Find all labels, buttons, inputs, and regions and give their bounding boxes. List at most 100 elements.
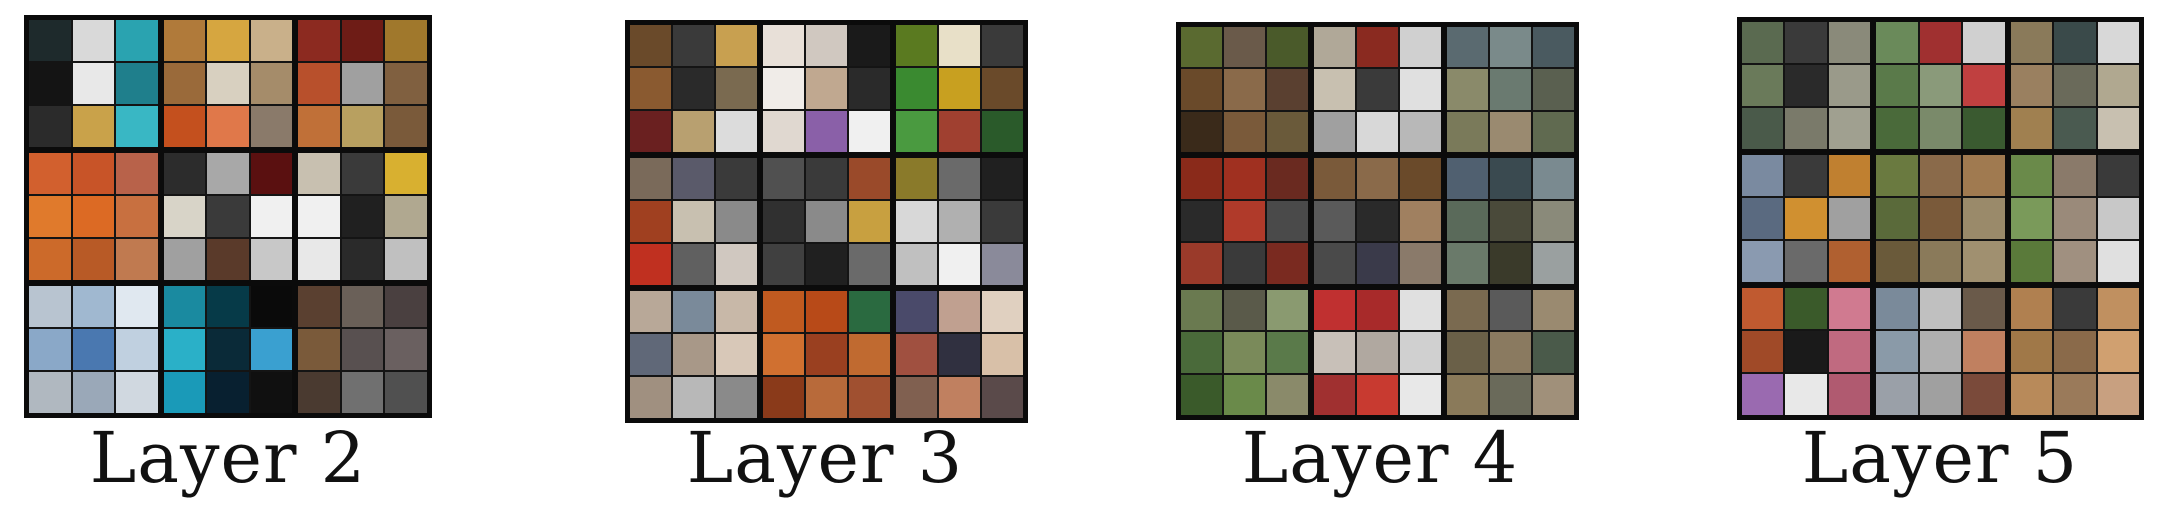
feature-patch (896, 334, 937, 375)
feature-patch (806, 334, 847, 375)
feature-patch (1876, 198, 1918, 239)
feature-patch (298, 196, 340, 237)
feature-patch (1447, 158, 1488, 199)
feature-patch (116, 63, 158, 104)
feature-patch (250, 286, 293, 327)
feature-block (763, 158, 890, 285)
feature-patch (207, 286, 249, 327)
feature-patch (673, 244, 714, 285)
feature-patch (1181, 374, 1222, 415)
feature-patch (716, 68, 757, 109)
feature-block (896, 25, 1023, 152)
feature-patch (1357, 69, 1398, 110)
feature-patch (1400, 374, 1441, 415)
feature-patch (250, 20, 293, 61)
feature-patch (896, 68, 937, 109)
feature-patch (1400, 111, 1441, 153)
feature-patch (630, 291, 671, 332)
feature-patch (849, 158, 890, 199)
feature-block (29, 20, 158, 147)
feature-patch (207, 63, 249, 104)
feature-patch (385, 153, 427, 194)
feature-patch (716, 291, 757, 332)
feature-patch (1314, 111, 1355, 153)
feature-patch (673, 158, 714, 199)
feature-block (896, 158, 1023, 285)
feature-patch (1224, 289, 1265, 331)
feature-patch (1785, 241, 1827, 282)
feature-patch (806, 68, 847, 109)
feature-patch (1267, 200, 1308, 242)
feature-patch (116, 153, 158, 194)
feature-patch (116, 329, 158, 370)
feature-patch (1533, 27, 1574, 68)
feature-patch (1785, 65, 1827, 106)
feature-patch (1447, 374, 1488, 415)
feature-patch (1267, 374, 1308, 415)
feature-patch (1490, 289, 1531, 331)
feature-patch (1919, 331, 1962, 372)
feature-patch (1742, 288, 1784, 329)
feature-patch (1533, 289, 1574, 331)
feature-patch (1963, 22, 2005, 63)
feature-patch (1314, 158, 1355, 199)
feature-patch (1267, 289, 1308, 331)
feature-patch (2010, 241, 2053, 282)
feature-block (163, 153, 293, 280)
feature-patch (207, 196, 249, 237)
feature-block (630, 291, 757, 418)
layer-3-caption: Layer 3 (686, 417, 964, 499)
feature-patch (2010, 22, 2053, 63)
feature-patch (29, 106, 71, 147)
feature-patch (1224, 332, 1265, 373)
feature-patch (1357, 158, 1398, 199)
feature-patch (1742, 155, 1784, 196)
feature-patch (298, 286, 340, 327)
feature-patch (982, 25, 1023, 66)
feature-patch (849, 68, 890, 109)
feature-patch (673, 25, 714, 66)
feature-patch (72, 106, 115, 147)
feature-patch (1490, 27, 1531, 68)
feature-patch (1963, 155, 2005, 196)
feature-patch (806, 377, 847, 418)
feature-patch (1963, 331, 2005, 372)
feature-patch (1267, 69, 1308, 110)
feature-patch (716, 111, 757, 152)
feature-patch (896, 244, 937, 285)
feature-patch (1224, 69, 1265, 110)
feature-patch (1490, 374, 1531, 415)
feature-patch (298, 153, 340, 194)
feature-patch (298, 106, 340, 147)
feature-patch (630, 201, 671, 242)
feature-patch (163, 329, 206, 370)
feature-patch (207, 153, 249, 194)
feature-patch (1447, 27, 1488, 68)
feature-block (1742, 22, 1871, 149)
feature-patch (1314, 289, 1355, 331)
feature-patch (298, 329, 340, 370)
feature-block (298, 20, 427, 147)
feature-patch (341, 106, 384, 147)
feature-patch (298, 372, 340, 413)
layer-2-panel (24, 15, 432, 418)
feature-patch (2097, 331, 2139, 372)
feature-block (2010, 288, 2139, 415)
feature-patch (806, 111, 847, 152)
feature-patch (1314, 200, 1355, 242)
feature-patch (1742, 241, 1784, 282)
feature-patch (1224, 27, 1265, 68)
feature-patch (1828, 288, 1871, 329)
feature-block (1314, 289, 1441, 415)
layer-5-caption: Layer 5 (1801, 417, 2079, 499)
feature-patch (1447, 69, 1488, 110)
feature-patch (2010, 288, 2053, 329)
feature-patch (1876, 65, 1918, 106)
feature-patch (763, 377, 804, 418)
feature-patch (896, 111, 937, 152)
feature-patch (1876, 241, 1918, 282)
feature-block (1181, 27, 1308, 153)
feature-patch (2054, 241, 2096, 282)
feature-patch (385, 286, 427, 327)
feature-patch (250, 63, 293, 104)
